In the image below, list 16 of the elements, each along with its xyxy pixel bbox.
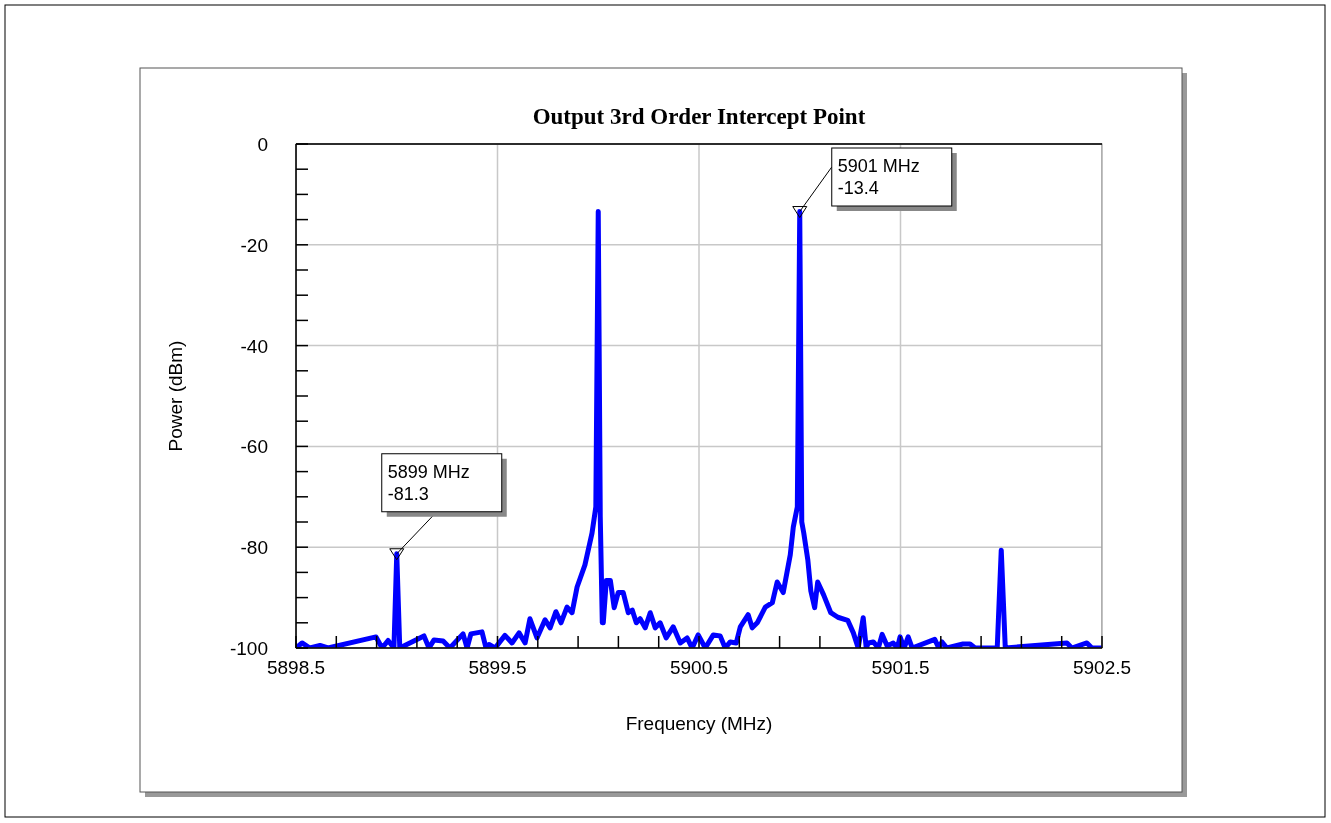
y-tick-label: -60 (240, 436, 268, 458)
x-tick-label: 5899.5 (468, 657, 527, 678)
x-tick-label: 5901.5 (871, 657, 930, 678)
chart-title: Output 3rd Order Intercept Point (532, 104, 866, 129)
y-tick-label: -80 (240, 537, 268, 559)
annotation: 5901 MHz -13.4 (837, 156, 920, 198)
x-tick-label: 5902.5 (1072, 657, 1132, 678)
y-axis-title: Power (dBm) (165, 340, 186, 452)
x-tick-label: 5900.5 (669, 657, 729, 678)
y-tick-label: 0 (257, 134, 268, 155)
y-tick-label: -100 (229, 638, 268, 659)
y-tick-label: -20 (240, 234, 268, 256)
annotation: 5899 MHz -81.3 (387, 461, 470, 504)
x-axis-title: Frequency (MHz) (625, 713, 773, 734)
x-tick-label: 5898.5 (266, 657, 326, 678)
y-tick-label: -40 (240, 335, 268, 357)
